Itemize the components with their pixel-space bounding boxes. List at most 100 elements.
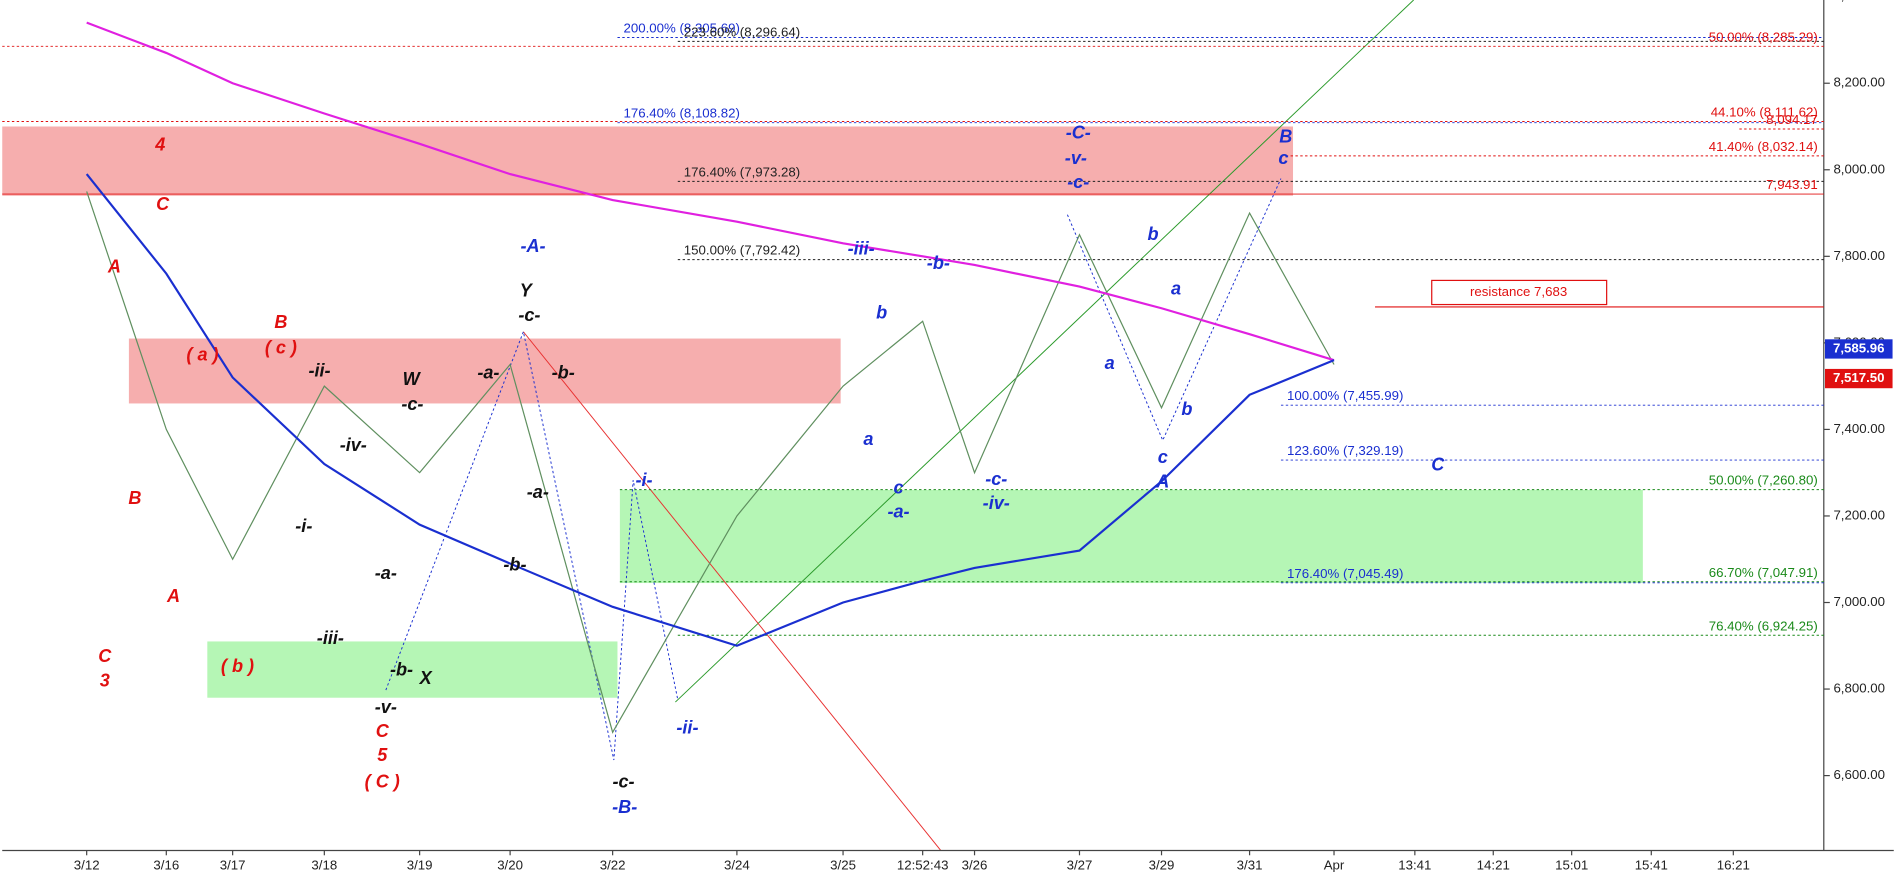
annotation-box: [1431, 279, 1608, 306]
trend-line: [675, 0, 1414, 703]
level-label: 123.60% (7,329.19): [1287, 443, 1403, 458]
y-tick-label: 8,000.00: [1833, 161, 1885, 176]
price-tag: [1825, 339, 1893, 359]
x-tick-label: 3/27: [1067, 858, 1093, 873]
wave-label: Y: [520, 281, 534, 301]
wave-label: A: [166, 586, 180, 606]
wave-label: -iv-: [340, 435, 367, 455]
level-label: 44.10% (8,111.62): [1711, 105, 1818, 120]
wave-label: -ii-: [308, 360, 330, 380]
level-label: 176.40% (7,045.49): [1287, 566, 1403, 581]
wave-label: -c-: [518, 305, 540, 325]
wave-label: ( a ): [186, 345, 218, 365]
y-tick-label: 7,800.00: [1833, 248, 1885, 263]
y-tick-label: 7,000.00: [1833, 594, 1885, 609]
x-tick-label: 3/18: [311, 858, 337, 873]
wave-label: b: [1148, 224, 1159, 244]
wave-label: ( b ): [221, 656, 254, 676]
wave-label: a: [1171, 278, 1181, 298]
wave-label: 4: [154, 135, 165, 155]
level-label: 50.00% (8,285.29): [1709, 29, 1818, 44]
wave-label: c: [1278, 148, 1288, 168]
x-tick-label: 16:21: [1717, 858, 1750, 873]
annotation-label: resistance 7,683: [1470, 284, 1567, 299]
level-label: 223.60% (8,296.64): [684, 24, 800, 39]
zone: [207, 641, 618, 698]
x-tick-label: 3/19: [407, 858, 433, 873]
wave-label: -c-: [401, 394, 423, 414]
wave-label: -iii-: [848, 238, 875, 258]
wave-label: -ii-: [676, 717, 698, 737]
level-label: 76.40% (6,924.25): [1709, 618, 1818, 633]
wave-label: -C-: [1066, 123, 1091, 143]
wave-label: -i-: [635, 470, 652, 490]
x-tick-label: 15:41: [1635, 858, 1668, 873]
wave-label: c: [894, 477, 904, 497]
y-tick-label: 8,400.00: [1833, 0, 1885, 3]
x-tick-label: 12:52:43: [897, 858, 949, 873]
wave-label: b: [876, 302, 887, 322]
zones: [2, 126, 1643, 698]
wave-label: -a-: [527, 482, 549, 502]
wave-label: C: [98, 646, 112, 666]
x-tick-label: 14:21: [1477, 858, 1510, 873]
wave-label: -b-: [503, 555, 526, 575]
wave-label: -iv-: [983, 493, 1010, 513]
zone: [2, 126, 1294, 196]
price-tag-label: 7,585.96: [1833, 340, 1885, 355]
wave-label: W: [403, 369, 422, 389]
wave-line: [1066, 178, 1282, 442]
y-tick-label: 6,800.00: [1833, 681, 1885, 696]
wave-label: c: [1158, 447, 1168, 467]
x-tick-label: 3/24: [724, 858, 750, 873]
y-tick-label: 8,200.00: [1833, 75, 1885, 90]
wave-label: -c-: [1067, 172, 1089, 192]
wave-label: A: [1155, 471, 1169, 491]
x-tick-label: 13:41: [1398, 858, 1431, 873]
wave-label: X: [419, 668, 433, 688]
wave-label: -b-: [552, 363, 575, 383]
wave-label: B: [128, 488, 141, 508]
wave-label: a: [863, 429, 873, 449]
wave-label: -A-: [520, 236, 545, 256]
level-label: 7,943.91: [1766, 177, 1818, 192]
x-tick-label: 3/31: [1237, 858, 1263, 873]
x-tick-label: 3/25: [830, 858, 856, 873]
wave-label: b: [1181, 399, 1192, 419]
wave-label: C: [1431, 454, 1445, 474]
level-label: 200.00% (8,305.69): [623, 21, 739, 36]
y-tick-label: 7,400.00: [1833, 421, 1885, 436]
wave-label: -b-: [390, 659, 413, 679]
wave-label: ( c ): [265, 337, 297, 357]
level-label: 8,094.17: [1766, 112, 1818, 127]
wave-label: A: [107, 257, 121, 277]
wave-label: 3: [100, 670, 110, 690]
wave-label: C: [156, 194, 170, 214]
x-tick-label: Apr: [1324, 858, 1345, 873]
y-tick-label: 7,200.00: [1833, 507, 1885, 522]
wave-label: 5: [377, 745, 388, 765]
wave-label: -iii-: [317, 628, 344, 648]
wave-label: -a-: [477, 363, 499, 383]
x-tick-label: 3/29: [1149, 858, 1175, 873]
x-tick-label: 15:01: [1555, 858, 1588, 873]
wave-label: -c-: [985, 469, 1007, 489]
x-tick-label: 3/17: [220, 858, 246, 873]
x-tick-label: 3/26: [962, 858, 988, 873]
wave-label: -i-: [295, 516, 312, 536]
wave-label: -v-: [1065, 148, 1087, 168]
level-label: 100.00% (7,455.99): [1287, 388, 1403, 403]
wave-label: -b-: [927, 253, 950, 273]
level-label: 66.70% (7,047.91): [1709, 565, 1818, 580]
series-line: [86, 191, 1335, 734]
series-line: [86, 21, 1335, 362]
wave-label: -B-: [612, 797, 637, 817]
level-label: 41.40% (8,032.14): [1709, 139, 1818, 154]
wave-label: ( C ): [365, 772, 400, 792]
wave-label: B: [1279, 126, 1292, 146]
wave-label: -a-: [887, 501, 909, 521]
y-tick-label: 6,600.00: [1833, 767, 1885, 782]
x-tick-label: 3/16: [153, 858, 179, 873]
